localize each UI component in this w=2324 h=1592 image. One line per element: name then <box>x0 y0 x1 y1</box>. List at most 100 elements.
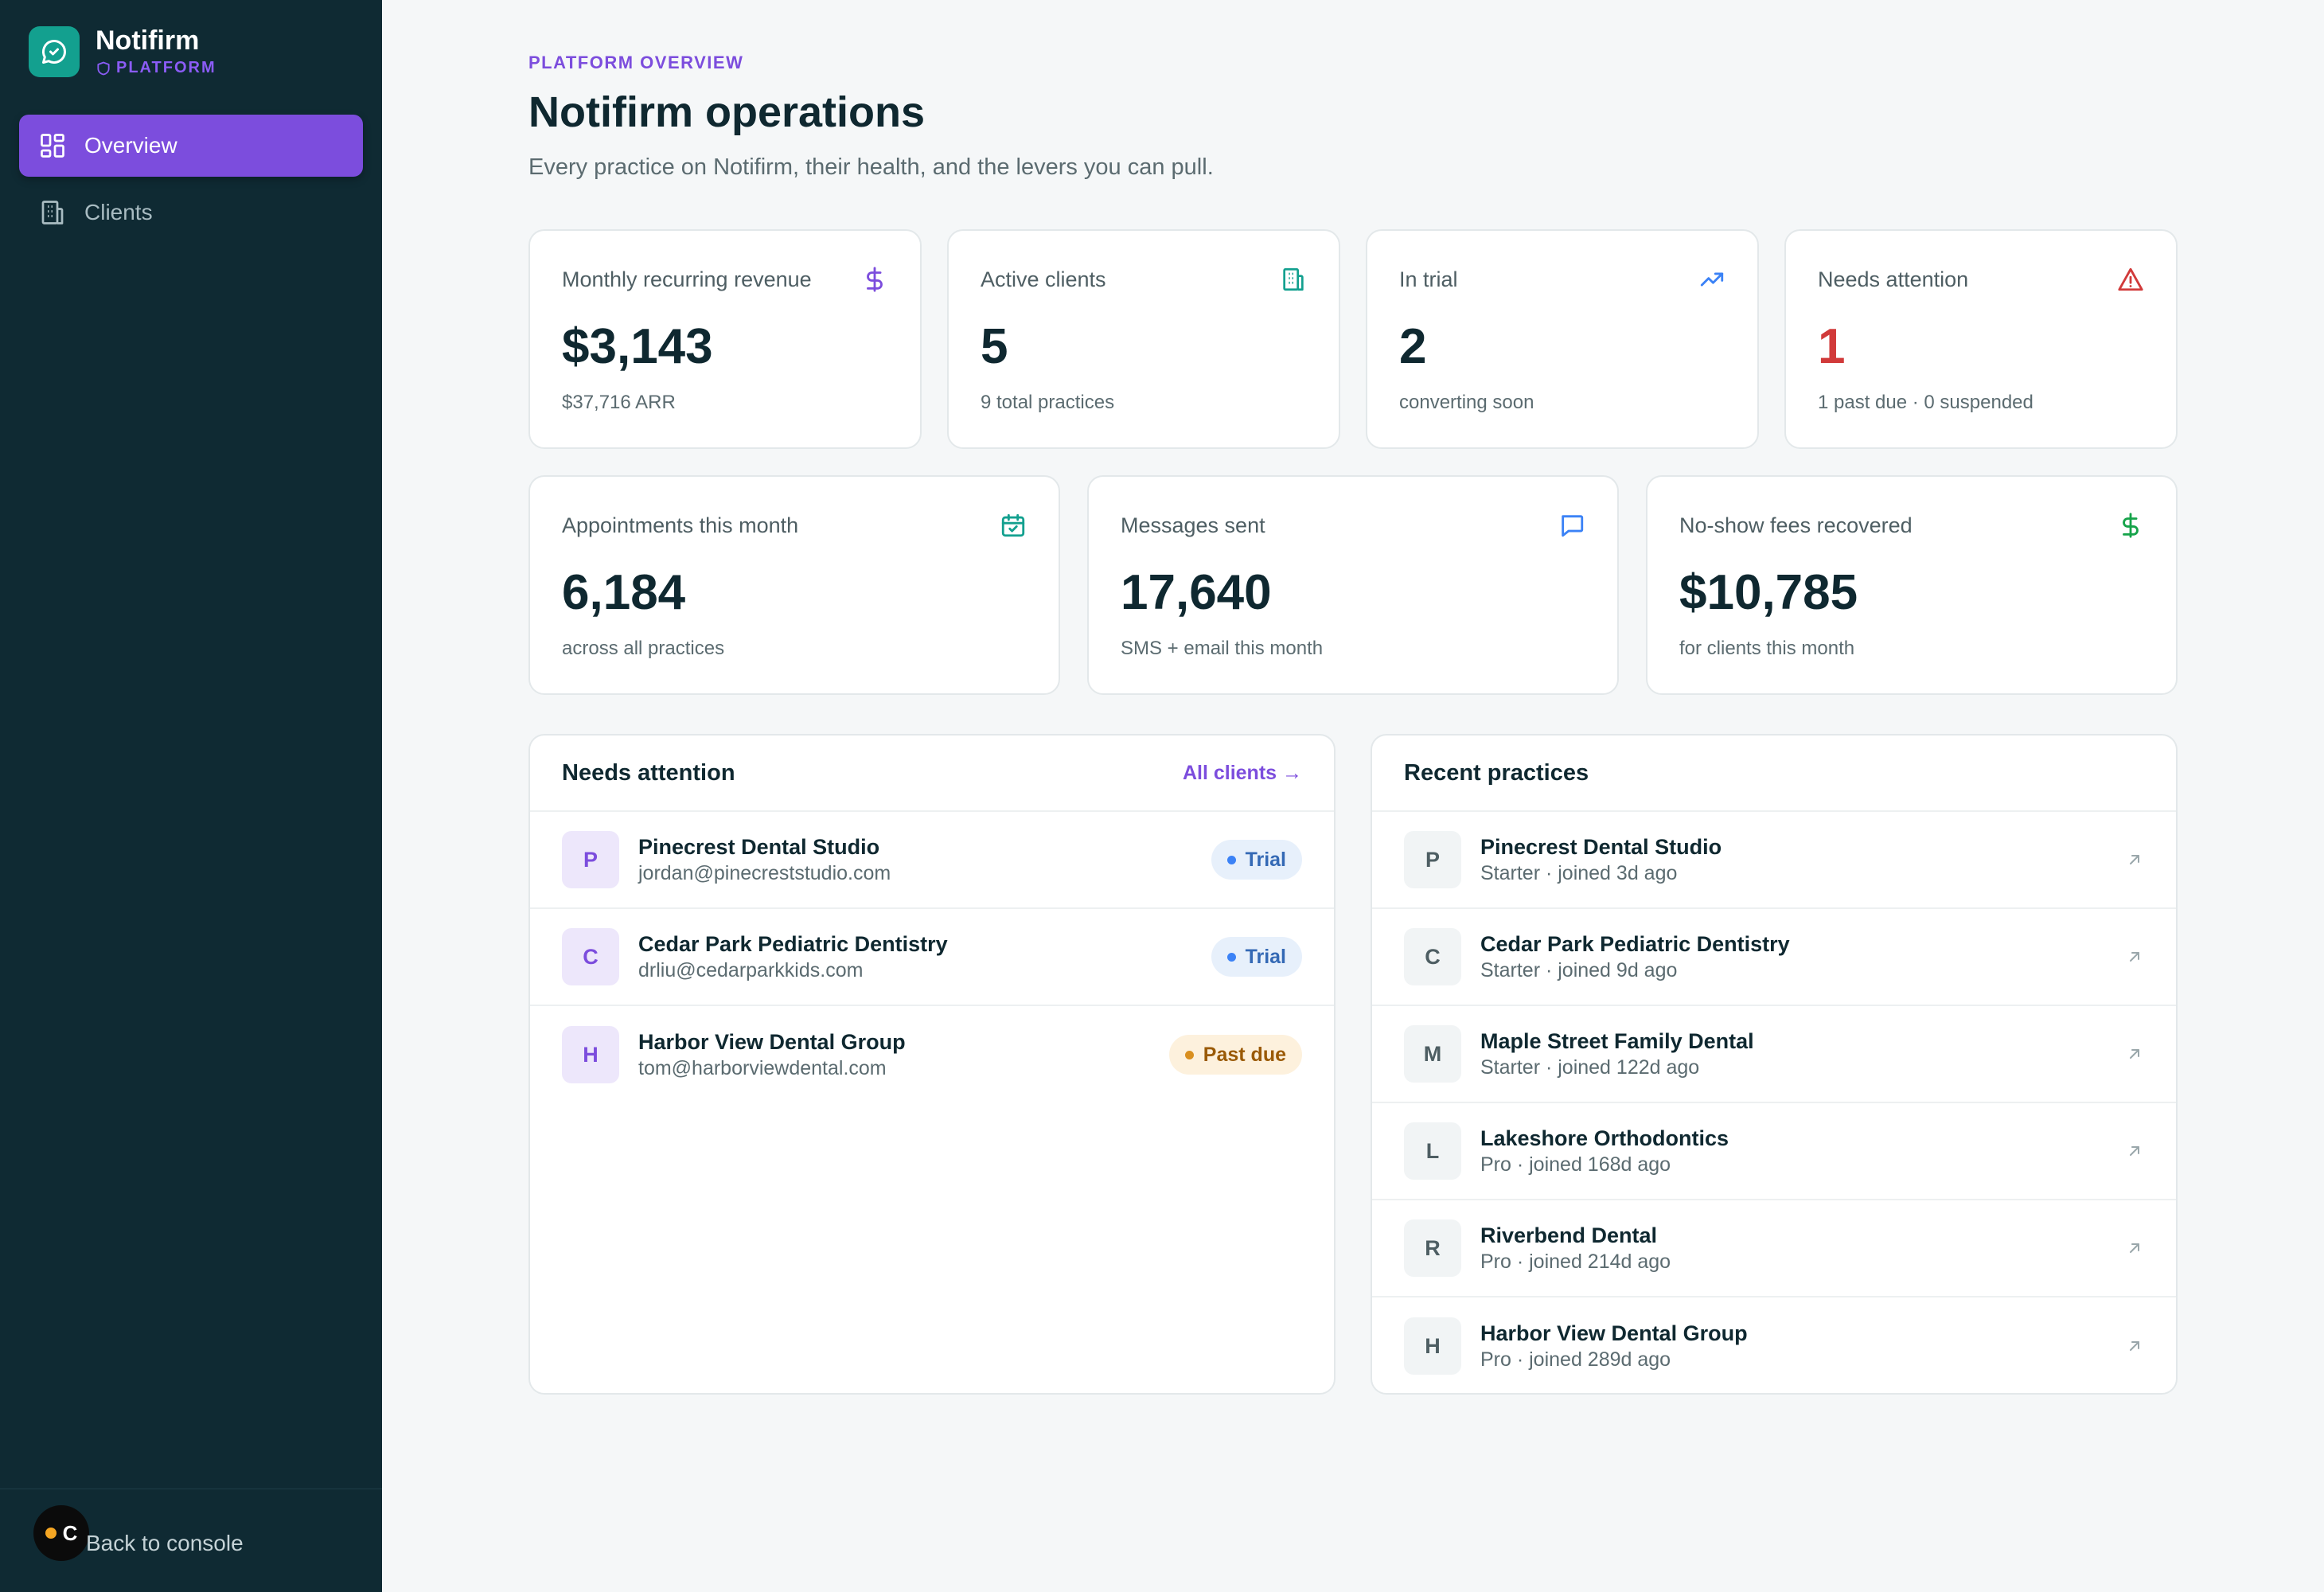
all-clients-link[interactable]: All clients → <box>1182 761 1302 784</box>
stat-label: In trial <box>1399 267 1458 291</box>
stat-note: for clients this month <box>1679 638 1855 659</box>
list-item[interactable]: M Maple Street Family Dental Starter · j… <box>1372 1006 2176 1103</box>
sidebar-item-clients[interactable]: Clients <box>19 181 363 244</box>
stat-card-no-show-fees: No-show fees recovered $10,785 for clien… <box>1646 475 2178 695</box>
dollar-icon <box>861 266 888 293</box>
list-item[interactable]: P Pinecrest Dental Studio jordan@pinecre… <box>530 812 1334 909</box>
practice-meta: Starter · joined 3d ago <box>1480 862 1678 884</box>
avatar: C <box>562 928 619 985</box>
grid-icon <box>38 131 67 160</box>
stat-label: No-show fees recovered <box>1679 513 1913 537</box>
avatar: L <box>1404 1122 1461 1180</box>
avatar[interactable]: C <box>33 1505 89 1561</box>
building-icon <box>38 198 67 227</box>
stat-note: 1 past due · 0 suspended <box>1818 392 2034 413</box>
arrow-up-right-icon[interactable] <box>2125 1239 2144 1258</box>
stat-label: Appointments this month <box>562 513 799 537</box>
practice-meta: Starter · joined 9d ago <box>1480 959 1678 981</box>
status-badge: Trial <box>1211 937 1302 977</box>
alert-triangle-icon <box>2117 266 2144 293</box>
arrow-up-right-icon[interactable] <box>2125 947 2144 966</box>
sidebar: Notifirm PLATFORM Overview <box>0 0 382 1592</box>
page-title: Notifirm operations <box>528 88 926 136</box>
shield-icon <box>96 60 111 76</box>
message-icon <box>1558 512 1585 539</box>
practice-name: Pinecrest Dental Studio <box>638 835 880 859</box>
practice-name: Cedar Park Pediatric Dentistry <box>638 932 948 956</box>
arrow-up-right-icon[interactable] <box>2125 1336 2144 1356</box>
stat-card-mrr: Monthly recurring revenue $3,143 $37,716… <box>528 229 922 449</box>
stat-value: 6,184 <box>562 565 686 620</box>
avatar: P <box>1404 831 1461 888</box>
list-item[interactable]: C Cedar Park Pediatric Dentistry Starter… <box>1372 909 2176 1006</box>
stat-value: 17,640 <box>1121 565 1272 620</box>
dollar-icon <box>2117 512 2144 539</box>
stat-value: 1 <box>1818 319 1846 374</box>
stat-note: $37,716 ARR <box>562 392 676 413</box>
list-item[interactable]: P Pinecrest Dental Studio Starter · join… <box>1372 812 2176 909</box>
sidebar-item-label: Overview <box>84 133 177 158</box>
status-badge-label: Trial <box>1245 848 1286 871</box>
stat-value: $3,143 <box>562 319 713 374</box>
page-eyebrow: PLATFORM OVERVIEW <box>528 53 744 72</box>
avatar: M <box>1404 1025 1461 1083</box>
stat-card-messages: Messages sent 17,640 SMS + email this mo… <box>1087 475 1619 695</box>
calendar-check-icon <box>1000 512 1027 539</box>
practice-meta: Pro · joined 214d ago <box>1480 1251 1671 1273</box>
avatar: P <box>562 831 619 888</box>
list-item[interactable]: L Lakeshore Orthodontics Pro · joined 16… <box>1372 1103 2176 1200</box>
arrow-up-right-icon[interactable] <box>2125 1141 2144 1161</box>
status-badge-label: Trial <box>1245 945 1286 968</box>
list-item[interactable]: H Harbor View Dental Group tom@harborvie… <box>530 1006 1334 1103</box>
status-dot <box>1184 1050 1194 1059</box>
panel-title: Needs attention <box>562 759 735 786</box>
recent-practices-panel: Recent practices P Pinecrest Dental Stud… <box>1371 734 2178 1395</box>
avatar-initial: C <box>62 1520 78 1545</box>
stat-card-in-trial: In trial 2 converting soon <box>1366 229 1759 449</box>
list-item[interactable]: C Cedar Park Pediatric Dentistry drliu@c… <box>530 909 1334 1006</box>
stat-card-needs-attention: Needs attention 1 1 past due · 0 suspend… <box>1784 229 2178 449</box>
practice-name: Lakeshore Orthodontics <box>1480 1126 1729 1150</box>
brand[interactable]: Notifirm PLATFORM <box>29 25 216 77</box>
avatar: C <box>1404 928 1461 985</box>
status-dot <box>45 1528 57 1539</box>
panel-title: Recent practices <box>1404 759 1589 786</box>
stat-label: Needs attention <box>1818 267 1969 291</box>
avatar: R <box>1404 1219 1461 1277</box>
stat-card-active-clients: Active clients 5 9 total practices <box>947 229 1340 449</box>
stat-note: SMS + email this month <box>1121 638 1324 659</box>
status-badge-label: Past due <box>1203 1043 1286 1066</box>
stat-note: across all practices <box>562 638 725 659</box>
page-subtitle: Every practice on Notifirm, their health… <box>528 154 1214 180</box>
back-to-console-link[interactable]: Back to console <box>86 1531 244 1555</box>
needs-attention-panel: Needs attention All clients → P Pinecres… <box>528 734 1336 1395</box>
practice-name: Harbor View Dental Group <box>638 1030 906 1054</box>
practice-email: drliu@cedarparkkids.com <box>638 959 864 981</box>
stat-value: 2 <box>1399 319 1427 374</box>
stat-note: converting soon <box>1399 392 1534 413</box>
stat-value: $10,785 <box>1679 565 1858 620</box>
practice-email: tom@harborviewdental.com <box>638 1057 887 1079</box>
sidebar-item-overview[interactable]: Overview <box>19 115 363 177</box>
arrow-up-right-icon[interactable] <box>2125 1044 2144 1063</box>
practice-name: Riverbend Dental <box>1480 1223 1658 1247</box>
building-icon <box>1280 266 1307 293</box>
stat-label: Active clients <box>981 267 1106 291</box>
brand-name: Notifirm <box>96 25 200 56</box>
brand-sub-label: PLATFORM <box>116 59 216 76</box>
practice-meta: Pro · joined 289d ago <box>1480 1348 1671 1371</box>
list-item[interactable]: R Riverbend Dental Pro · joined 214d ago <box>1372 1200 2176 1297</box>
status-badge: Past due <box>1168 1035 1302 1075</box>
list-item[interactable]: H Harbor View Dental Group Pro · joined … <box>1372 1297 2176 1395</box>
avatar: H <box>1404 1317 1461 1375</box>
practice-email: jordan@pinecreststudio.com <box>638 862 891 884</box>
practice-meta: Starter · joined 122d ago <box>1480 1056 1700 1079</box>
stat-card-appointments: Appointments this month 6,184 across all… <box>528 475 1060 695</box>
practice-name: Harbor View Dental Group <box>1480 1321 1748 1345</box>
stat-label: Messages sent <box>1121 513 1265 537</box>
arrow-up-right-icon[interactable] <box>2125 850 2144 869</box>
sidebar-item-label: Clients <box>84 200 153 224</box>
status-dot <box>1226 855 1236 864</box>
trending-up-icon <box>1698 266 1725 293</box>
sidebar-nav: Overview Clients <box>19 115 363 248</box>
